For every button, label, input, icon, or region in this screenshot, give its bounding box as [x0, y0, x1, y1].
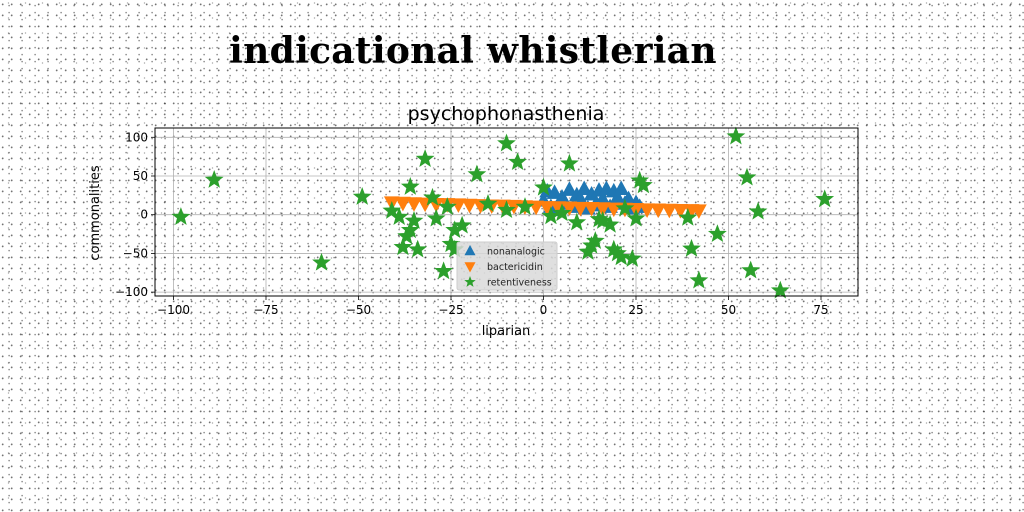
legend-box — [456, 241, 558, 291]
retentiveness-point — [400, 220, 420, 239]
x-tick-label: −25 — [438, 303, 463, 317]
retentiveness-point — [708, 224, 727, 243]
x-tick-label: −50 — [346, 303, 371, 317]
y-axis-label: commonalities — [88, 165, 103, 261]
y-tick-label: 50 — [133, 169, 148, 183]
x-tick-label: 75 — [813, 303, 828, 317]
y-tick-label: −100 — [115, 285, 148, 299]
retentiveness-point — [478, 194, 498, 212]
bactericidin-point — [395, 196, 411, 212]
retentiveness-point — [312, 252, 331, 271]
retentiveness-point — [611, 247, 631, 266]
legend-label-bactericidin: bactericidin — [487, 262, 543, 273]
legend-label-nonanalogic: nonanalogic — [487, 247, 545, 258]
y-tick-label: −50 — [123, 246, 148, 260]
series-retentiveness — [171, 126, 835, 299]
retentiveness-point — [615, 198, 635, 217]
retentiveness-point — [682, 238, 701, 257]
axis-ticks: −100 −75 −50 −25 0 25 50 75 −100 −50 0 50 100 — [115, 130, 829, 317]
plot-area — [154, 127, 859, 297]
x-tick-label: −100 — [157, 303, 190, 317]
retentiveness-point — [393, 237, 413, 256]
retentiveness-point — [415, 149, 435, 167]
retentiveness-point — [678, 207, 698, 226]
bactericidin-point — [650, 203, 667, 219]
retentiveness-point — [508, 152, 527, 171]
bactericidin-point — [583, 201, 600, 217]
legend-label-retentiveness: retentiveness — [487, 278, 552, 289]
retentiveness-point — [622, 248, 642, 267]
bactericidin-point — [691, 204, 707, 219]
bactericidin-point — [594, 202, 611, 217]
retentiveness-point — [534, 177, 553, 196]
retentiveness-point — [497, 133, 516, 152]
chart-title: psychophonasthenia — [408, 103, 605, 125]
retentiveness-point — [434, 261, 453, 280]
retentiveness-point — [404, 211, 424, 229]
retentiveness-point — [437, 197, 457, 215]
legend: nonanalogic bactericidin retentiveness — [456, 241, 558, 291]
nonanalogic-point — [613, 180, 630, 196]
retentiveness-point — [737, 167, 757, 186]
retentiveness-point — [585, 231, 605, 250]
retentiveness-point — [423, 187, 442, 206]
retentiveness-point — [552, 203, 572, 222]
retentiveness-point — [600, 214, 620, 233]
x-tick-label: 0 — [540, 303, 548, 317]
bactericidin-point — [661, 203, 678, 219]
x-axis-label: liparian — [482, 324, 531, 339]
legend-marker-bactericidin — [464, 262, 476, 273]
retentiveness-point — [567, 212, 587, 231]
bactericidin-point — [406, 197, 422, 212]
y-tick-label: 100 — [125, 130, 148, 144]
retentiveness-point — [689, 270, 709, 289]
x-tick-label: 50 — [721, 303, 736, 317]
retentiveness-point — [352, 187, 372, 205]
bactericidin-point — [461, 198, 478, 214]
nonanalogic-point — [546, 184, 563, 199]
retentiveness-point — [634, 175, 653, 194]
retentiveness-point — [497, 200, 516, 219]
retentiveness-point — [389, 207, 409, 226]
x-tick-label: 25 — [628, 303, 643, 317]
nonanalogic-point — [576, 180, 593, 196]
figure-title: indicational whistlerian — [229, 30, 717, 72]
retentiveness-point — [467, 164, 487, 183]
nonanalogic-point — [561, 181, 578, 196]
retentiveness-point — [204, 170, 224, 188]
retentiveness-point — [171, 207, 191, 226]
retentiveness-point — [741, 260, 761, 279]
retentiveness-point — [626, 208, 646, 227]
retentiveness-point — [408, 239, 428, 258]
y-tick-label: 0 — [140, 208, 148, 222]
retentiveness-point — [815, 189, 835, 208]
x-tick-label: −75 — [253, 303, 278, 317]
bactericidin-point — [572, 201, 589, 217]
data-points — [171, 126, 835, 299]
legend-marker-nonanalogic — [464, 245, 476, 256]
bactericidin-point — [639, 203, 655, 218]
legend-marker-retentiveness — [464, 276, 476, 287]
retentiveness-point — [452, 215, 472, 234]
retentiveness-point — [726, 126, 746, 145]
retentiveness-point — [515, 197, 535, 215]
retentiveness-point — [748, 201, 768, 220]
bactericidin-point — [672, 204, 689, 219]
retentiveness-point — [400, 176, 420, 195]
retentiveness-point — [770, 280, 790, 299]
retentiveness-point — [426, 208, 446, 227]
retentiveness-point — [560, 153, 579, 172]
bactericidin-point — [561, 201, 578, 216]
